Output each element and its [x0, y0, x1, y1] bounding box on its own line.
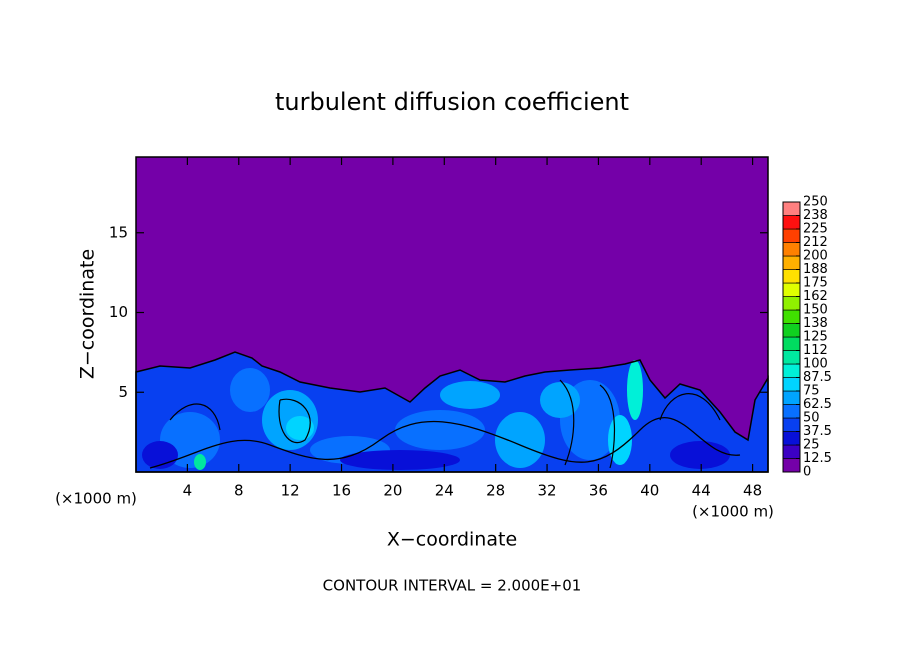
colorbar-label: 188 — [803, 262, 828, 277]
colorbar-label: 200 — [803, 249, 828, 264]
colorbar-segment — [782, 309, 801, 324]
chart-title: turbulent diffusion coefficient — [275, 88, 629, 116]
x-tick-label: 40 — [640, 482, 659, 500]
colorbar-segment — [782, 431, 801, 446]
field-region — [540, 382, 580, 418]
x-tick-label: 16 — [332, 482, 351, 500]
colorbar-segment — [782, 363, 801, 378]
colorbar-label: 100 — [803, 357, 828, 372]
colorbar-segment — [782, 336, 801, 351]
field-region — [627, 360, 643, 420]
field-region — [286, 416, 314, 440]
colorbar-segment — [782, 228, 801, 243]
y-axis-label: Z−coordinate — [77, 249, 99, 379]
contour-line — [149, 416, 741, 469]
field-region — [495, 412, 545, 468]
field-region — [440, 381, 500, 409]
colorbar-label: 87.5 — [803, 370, 832, 385]
colorbar-segment — [782, 242, 801, 257]
colorbar-label: 250 — [803, 195, 828, 210]
y-tick-label: 10 — [109, 303, 128, 321]
x-tick-label: 28 — [486, 482, 505, 500]
colorbar-label: 175 — [803, 276, 828, 291]
colorbar-segment — [782, 255, 801, 270]
colorbar-label: 62.5 — [803, 397, 832, 412]
colorbar-label: 238 — [803, 208, 828, 223]
colorbar-label: 37.5 — [803, 424, 832, 439]
colorbar-segment — [782, 377, 801, 392]
x-tick-label: 32 — [538, 482, 557, 500]
colorbar-segment — [782, 404, 801, 419]
field-region — [608, 415, 632, 465]
colorbar-label: 50 — [803, 411, 820, 426]
plot-frame — [135, 156, 769, 473]
field-region — [194, 454, 206, 470]
colorbar-segment — [782, 323, 801, 338]
colorbar-label: 225 — [803, 222, 828, 237]
colorbar-segment — [782, 201, 801, 216]
x-tick-label: 20 — [383, 482, 402, 500]
y-tick-label: 15 — [109, 223, 128, 241]
x-tick-label: 44 — [692, 482, 711, 500]
x-tick-label: 4 — [183, 482, 193, 500]
colorbar-segment — [782, 269, 801, 284]
x-tick-label: 48 — [743, 482, 762, 500]
field-region — [670, 441, 730, 469]
x-unit-label: (×1000 m) — [692, 503, 774, 521]
colorbar-label: 112 — [803, 343, 828, 358]
colorbar-segment — [782, 215, 801, 230]
colorbar-label: 162 — [803, 289, 828, 304]
colorbar-segment — [782, 296, 801, 311]
colorbar-segment — [782, 458, 801, 473]
colorbar-segment — [782, 282, 801, 297]
colorbar-label: 150 — [803, 303, 828, 318]
colorbar-label: 212 — [803, 235, 828, 250]
colorbar-label: 12.5 — [803, 451, 832, 466]
field-region — [395, 410, 485, 450]
colorbar-segment — [782, 444, 801, 459]
colorbar-label: 25 — [803, 438, 820, 453]
colorbar-segment — [782, 417, 801, 432]
contour-line — [135, 351, 769, 473]
colorbar-segment — [782, 350, 801, 365]
x-axis-label: X−coordinate — [387, 529, 517, 551]
colorbar-label: 75 — [803, 384, 820, 399]
x-tick-label: 24 — [435, 482, 454, 500]
contour-line — [169, 379, 721, 469]
x-tick-label: 36 — [589, 482, 608, 500]
colorbar-label: 138 — [803, 316, 828, 331]
y-tick-label: 5 — [118, 383, 128, 401]
field-region — [230, 368, 270, 412]
colorbar-segment — [782, 390, 801, 405]
field-region — [340, 450, 460, 470]
colorbar-label: 0 — [803, 465, 811, 480]
colorbar-label: 125 — [803, 330, 828, 345]
x-unit-label: (×1000 m) — [55, 490, 137, 508]
x-tick-label: 12 — [281, 482, 300, 500]
x-tick-label: 8 — [234, 482, 244, 500]
contour-interval-note: CONTOUR INTERVAL = 2.000E+01 — [323, 577, 582, 595]
